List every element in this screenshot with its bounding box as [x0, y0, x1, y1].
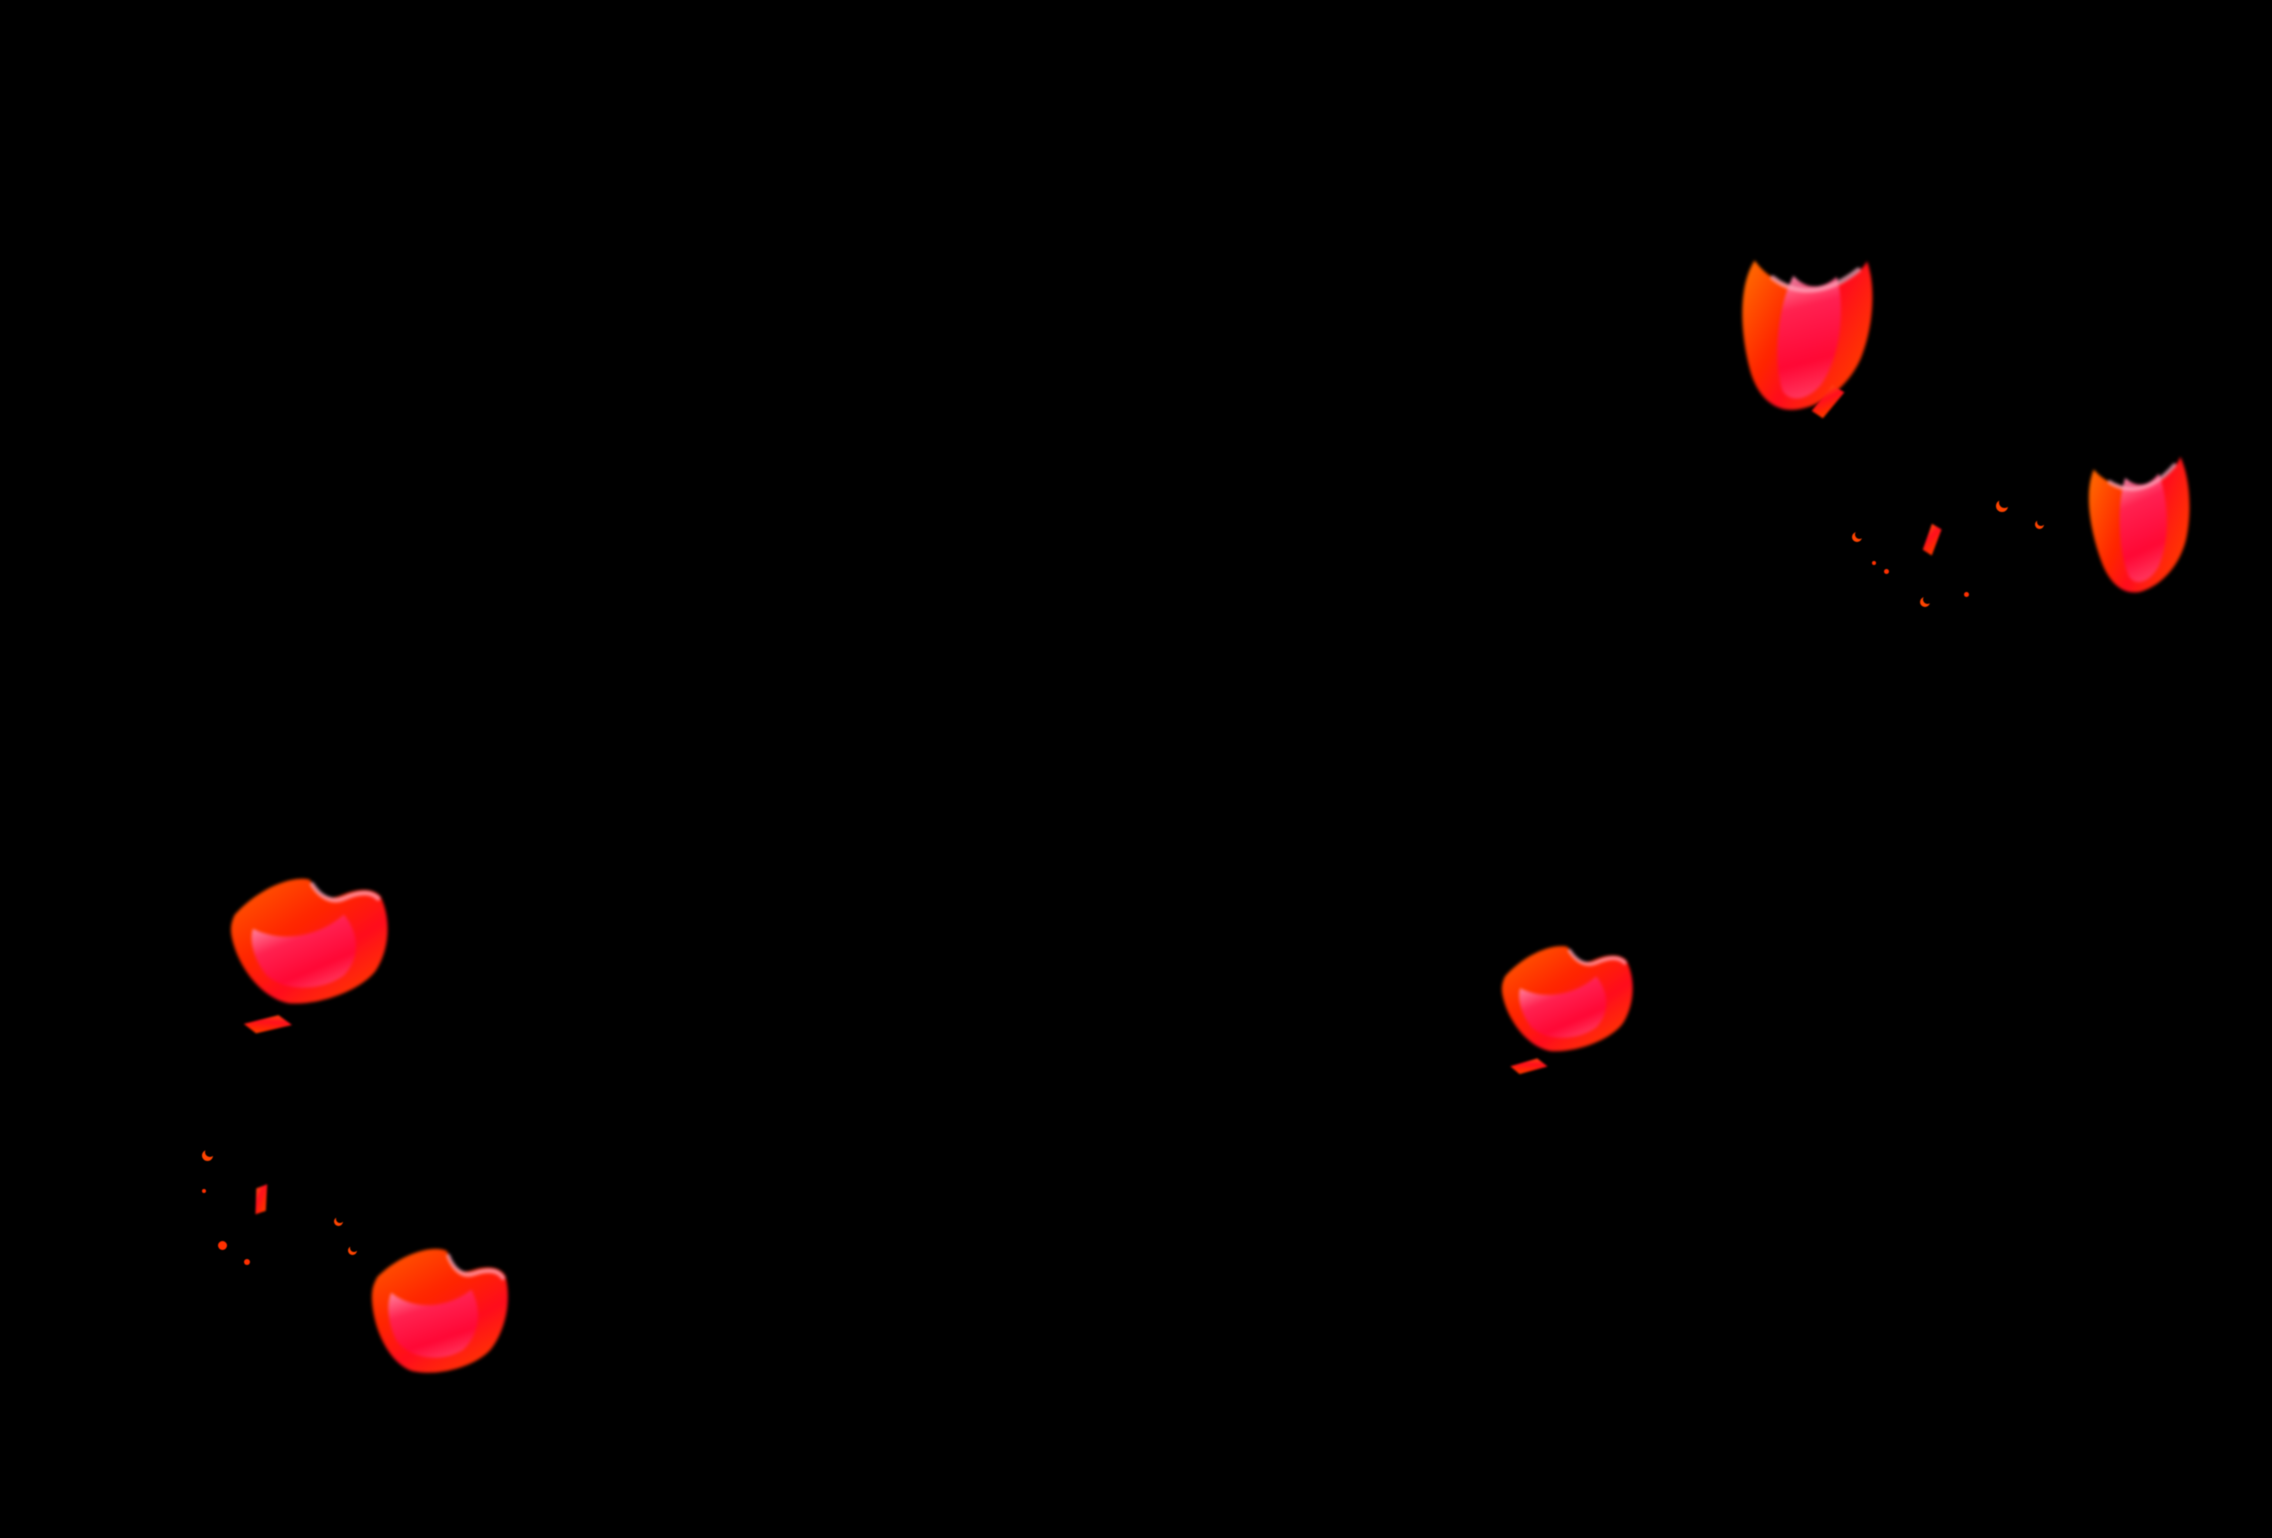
- petal-bottom-left: [345, 1228, 521, 1389]
- spark-6: [1920, 594, 1932, 607]
- fragment-below-center-right: [1507, 1050, 1551, 1082]
- fragment-upper-cluster: [1915, 519, 1949, 559]
- spark-12: [333, 1214, 345, 1226]
- petal-center-right: [1486, 937, 1638, 1055]
- spark-9: [202, 1189, 206, 1193]
- spark-4: [1872, 561, 1876, 565]
- fragment-lower-cluster: [241, 1178, 281, 1219]
- spark-11: [244, 1259, 250, 1265]
- spark-10: [217, 1240, 227, 1250]
- fragment-below-top-right: [1808, 381, 1849, 420]
- petal-left-middle: [212, 868, 394, 1008]
- spark-13: [347, 1243, 359, 1255]
- spark-5: [1883, 568, 1889, 574]
- fragment-below-left-middle: [240, 1005, 297, 1044]
- spark-1: [1852, 529, 1864, 542]
- spark-8: [201, 1147, 215, 1161]
- petal-top-right: [1716, 226, 1892, 429]
- spark-3: [2034, 517, 2046, 529]
- petal-far-right: [2080, 442, 2198, 600]
- spark-7: [1963, 591, 1969, 597]
- spark-2: [1996, 497, 2011, 512]
